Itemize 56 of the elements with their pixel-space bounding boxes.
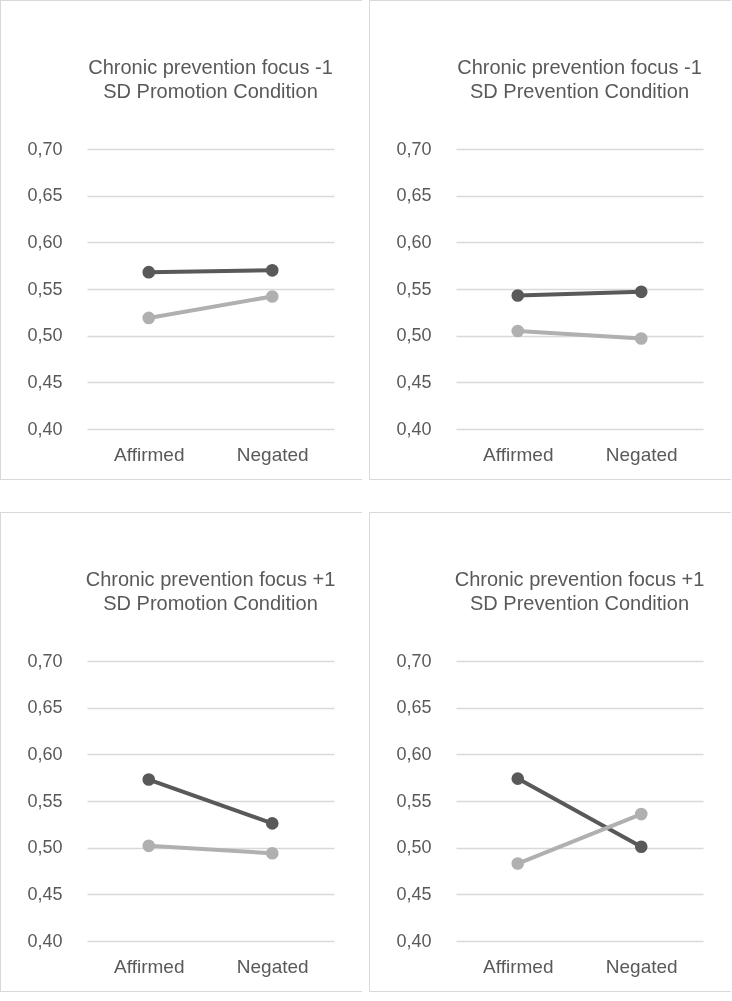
- x-tick-label: Affirmed: [483, 443, 554, 465]
- y-tick-label: 0,65: [27, 697, 63, 718]
- y-tick-label: 0,45: [396, 371, 432, 392]
- point: [511, 772, 525, 785]
- y-tick-label: 0,45: [27, 371, 63, 392]
- y-tick-label: 0,55: [27, 278, 63, 299]
- point: [142, 311, 156, 325]
- point: [634, 807, 648, 821]
- y-tick-label: 0,60: [396, 231, 432, 252]
- point: [511, 289, 525, 302]
- y-tick-label: 0,45: [27, 883, 63, 904]
- point: [265, 846, 279, 860]
- chart-title: Chronic prevention focus +1 SD Prevention Condition: [454, 568, 705, 614]
- y-tick-label: 0,70: [27, 650, 63, 671]
- y-tick-label: 0,60: [396, 743, 432, 764]
- y-tick-label: 0,55: [396, 278, 432, 299]
- y-tick-label: 0,50: [396, 837, 432, 858]
- x-tick-label: Negated: [605, 955, 678, 977]
- point: [265, 290, 279, 303]
- y-tick-label: 0,55: [27, 790, 63, 811]
- y-tick-label: 0,65: [396, 185, 432, 206]
- point: [511, 324, 525, 338]
- chart-title: Chronic prevention focus -1 SD Prevention Condition: [457, 56, 702, 102]
- x-tick-label: Negated: [236, 955, 309, 977]
- x-tick-label: Affirmed: [114, 443, 185, 465]
- y-tick-label: 0,60: [27, 231, 63, 252]
- y-tick-label: 0,55: [396, 790, 432, 811]
- point: [265, 817, 279, 830]
- chart-title: Chronic prevention focus +1 SD Promotion Condition: [85, 568, 336, 614]
- point: [142, 839, 156, 853]
- point: [142, 773, 156, 786]
- y-tick-label: 0,45: [396, 883, 432, 904]
- y-tick-label: 0,65: [27, 185, 63, 206]
- x-tick-label: Negated: [236, 443, 309, 465]
- y-tick-label: 0,70: [396, 650, 432, 671]
- y-tick-label: 0,70: [27, 138, 63, 159]
- point: [634, 840, 648, 854]
- point: [634, 285, 648, 299]
- x-tick-label: Affirmed: [114, 955, 185, 977]
- y-tick-label: 0,40: [27, 418, 63, 439]
- point: [142, 265, 156, 279]
- y-tick-label: 0,65: [396, 697, 432, 718]
- y-tick-label: 0,40: [396, 418, 432, 439]
- y-tick-label: 0,50: [396, 325, 432, 346]
- y-tick-label: 0,60: [27, 743, 63, 764]
- y-tick-label: 0,50: [27, 325, 63, 346]
- point: [634, 332, 648, 345]
- point: [511, 857, 525, 870]
- y-tick-label: 0,50: [27, 837, 63, 858]
- x-tick-label: Negated: [605, 443, 678, 465]
- x-tick-label: Affirmed: [483, 955, 554, 977]
- point: [265, 264, 279, 277]
- y-tick-label: 0,70: [396, 138, 432, 159]
- y-tick-label: 0,40: [396, 930, 432, 951]
- y-tick-label: 0,40: [27, 930, 63, 951]
- chart-title: Chronic prevention focus -1 SD Promotion Condition: [88, 56, 333, 102]
